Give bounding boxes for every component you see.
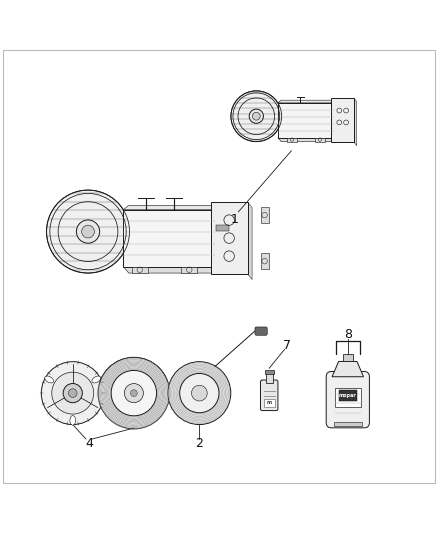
- Polygon shape: [332, 361, 364, 377]
- Text: 1: 1: [230, 213, 238, 226]
- Bar: [266, 373, 273, 383]
- Text: 2: 2: [195, 437, 203, 450]
- Circle shape: [252, 112, 260, 120]
- Text: mopar: mopar: [339, 393, 357, 398]
- Circle shape: [191, 385, 207, 401]
- Circle shape: [168, 362, 231, 425]
- Text: 4: 4: [85, 437, 93, 450]
- Circle shape: [52, 372, 94, 414]
- Polygon shape: [248, 202, 252, 280]
- Text: 7: 7: [283, 340, 291, 352]
- Bar: [265, 369, 274, 374]
- Bar: [261, 253, 268, 269]
- Circle shape: [111, 370, 156, 416]
- Circle shape: [98, 357, 170, 429]
- Bar: [278, 103, 334, 138]
- Circle shape: [231, 91, 282, 142]
- Polygon shape: [354, 98, 357, 146]
- Bar: [343, 353, 353, 361]
- Bar: [315, 138, 325, 142]
- Circle shape: [68, 389, 77, 398]
- Bar: [181, 266, 197, 273]
- Circle shape: [46, 190, 130, 273]
- Polygon shape: [278, 100, 337, 103]
- Polygon shape: [123, 205, 220, 210]
- Text: m: m: [267, 400, 272, 406]
- Ellipse shape: [45, 376, 53, 383]
- Bar: [261, 207, 268, 223]
- FancyBboxPatch shape: [261, 380, 278, 410]
- Bar: [216, 225, 229, 231]
- Ellipse shape: [70, 416, 76, 425]
- Circle shape: [249, 109, 263, 123]
- Bar: [132, 266, 148, 273]
- Bar: [211, 202, 248, 274]
- Bar: [331, 98, 354, 142]
- Bar: [264, 399, 275, 407]
- Ellipse shape: [92, 376, 101, 383]
- Circle shape: [63, 384, 82, 403]
- Text: 8: 8: [344, 328, 352, 341]
- Circle shape: [131, 390, 137, 397]
- Circle shape: [76, 220, 99, 243]
- Circle shape: [180, 374, 219, 413]
- FancyBboxPatch shape: [326, 372, 369, 428]
- Polygon shape: [278, 138, 337, 142]
- Bar: [335, 387, 361, 407]
- Circle shape: [124, 384, 143, 402]
- FancyBboxPatch shape: [255, 327, 267, 335]
- Bar: [287, 138, 297, 142]
- Bar: [123, 210, 215, 266]
- Bar: [334, 422, 361, 426]
- Bar: [339, 390, 357, 401]
- Polygon shape: [123, 266, 220, 273]
- Circle shape: [81, 225, 95, 238]
- Circle shape: [41, 362, 104, 425]
